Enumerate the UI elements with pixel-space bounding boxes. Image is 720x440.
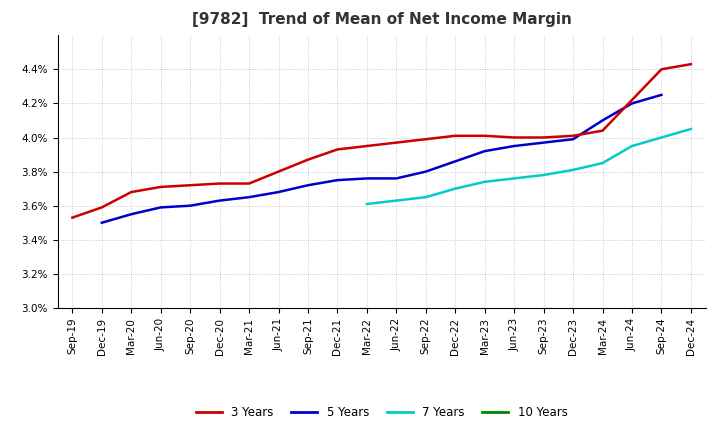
5 Years	[274, 189, 283, 194]
3 Years	[421, 136, 430, 142]
Legend: 3 Years, 5 Years, 7 Years, 10 Years: 3 Years, 5 Years, 7 Years, 10 Years	[191, 401, 572, 424]
7 Years	[392, 198, 400, 203]
Line: 3 Years: 3 Years	[72, 64, 691, 218]
5 Years	[451, 159, 459, 164]
5 Years	[539, 140, 548, 145]
3 Years	[392, 140, 400, 145]
5 Years	[245, 194, 253, 200]
7 Years	[598, 161, 607, 166]
5 Years	[304, 183, 312, 188]
7 Years	[657, 135, 666, 140]
5 Years	[480, 149, 489, 154]
3 Years	[274, 169, 283, 174]
5 Years	[392, 176, 400, 181]
5 Years	[598, 118, 607, 123]
5 Years	[333, 177, 342, 183]
5 Years	[127, 212, 135, 217]
7 Years	[569, 167, 577, 172]
7 Years	[539, 172, 548, 178]
3 Years	[97, 205, 106, 210]
Line: 7 Years: 7 Years	[367, 129, 691, 204]
7 Years	[687, 126, 696, 132]
3 Years	[333, 147, 342, 152]
5 Years	[186, 203, 194, 208]
5 Years	[97, 220, 106, 225]
5 Years	[628, 101, 636, 106]
5 Years	[156, 205, 165, 210]
3 Years	[245, 181, 253, 186]
3 Years	[215, 181, 224, 186]
3 Years	[186, 183, 194, 188]
3 Years	[68, 215, 76, 220]
7 Years	[363, 202, 372, 207]
3 Years	[304, 157, 312, 162]
3 Years	[539, 135, 548, 140]
3 Years	[657, 66, 666, 72]
3 Years	[451, 133, 459, 139]
3 Years	[569, 133, 577, 139]
5 Years	[215, 198, 224, 203]
7 Years	[480, 179, 489, 184]
3 Years	[363, 143, 372, 149]
3 Years	[687, 62, 696, 67]
7 Years	[451, 186, 459, 191]
5 Years	[510, 143, 518, 149]
5 Years	[569, 136, 577, 142]
3 Years	[598, 128, 607, 133]
3 Years	[480, 133, 489, 139]
5 Years	[363, 176, 372, 181]
5 Years	[421, 169, 430, 174]
Line: 5 Years: 5 Years	[102, 95, 662, 223]
3 Years	[127, 189, 135, 194]
3 Years	[156, 184, 165, 190]
5 Years	[657, 92, 666, 98]
Title: [9782]  Trend of Mean of Net Income Margin: [9782] Trend of Mean of Net Income Margi…	[192, 12, 572, 27]
3 Years	[510, 135, 518, 140]
3 Years	[628, 97, 636, 103]
7 Years	[510, 176, 518, 181]
7 Years	[421, 194, 430, 200]
7 Years	[628, 143, 636, 149]
